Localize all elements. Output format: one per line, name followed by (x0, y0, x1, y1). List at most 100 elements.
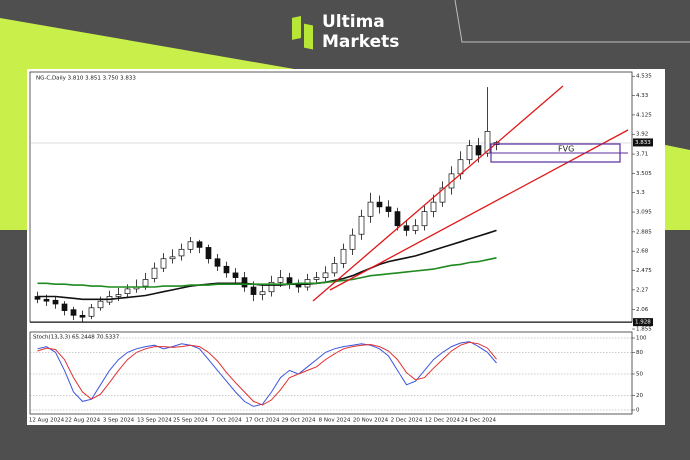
candle-body (61, 303, 68, 311)
candle-body (79, 314, 86, 318)
candle-body (313, 277, 320, 280)
candle-body (259, 291, 266, 295)
stoch-line (37, 341, 497, 406)
y-tick-label: 3.92 (636, 132, 648, 138)
candle-body (277, 277, 284, 283)
y-tick-label: 80 (636, 350, 643, 356)
candle-body (142, 279, 149, 287)
candle-body (169, 256, 176, 260)
candle-body (178, 248, 185, 257)
y-tick-label: 2.27 (636, 287, 649, 293)
candle-body (331, 263, 338, 274)
x-tick-label: 13 Sep 2024 (137, 418, 172, 424)
x-tick-label: 22 Aug 2024 (65, 418, 101, 424)
candle-body (403, 225, 410, 231)
y-tick-label: 4.125 (636, 112, 652, 118)
candle-body (241, 277, 248, 288)
candle-body (205, 247, 212, 260)
x-tick-label: 20 Nov 2024 (353, 418, 389, 424)
trendline (329, 129, 629, 291)
price-tag: 3.833 (635, 140, 651, 146)
x-tick-label: 2 Dec 2024 (391, 418, 423, 424)
y-tick-label: 3.3 (636, 190, 645, 196)
y-tick-label: 2.475 (636, 268, 652, 274)
candle-body (439, 187, 446, 203)
candle-body (385, 206, 392, 212)
candle-body (394, 211, 401, 227)
trendline (312, 85, 564, 302)
candle-body (349, 234, 356, 250)
candle-body (214, 258, 221, 267)
candle-body (340, 248, 347, 264)
price-tag-bg (633, 138, 653, 147)
candle-body (151, 267, 158, 279)
y-tick-label: 2.885 (636, 229, 652, 235)
candle-body (466, 145, 473, 161)
y-tick-label: 4.535 (636, 74, 652, 80)
x-tick-label: 12 Dec 2024 (425, 418, 461, 424)
candle-body (484, 131, 491, 154)
candle-body (367, 201, 374, 217)
moving-average (37, 257, 497, 288)
stoch-title: Stoch(13,3,3) 65.2448 70.5337 (33, 335, 120, 341)
candle-body (457, 159, 464, 175)
candle-body (448, 173, 455, 189)
candle-body (124, 288, 131, 294)
x-tick-label: 17 Oct 2024 (245, 418, 280, 424)
candle-body (358, 215, 365, 235)
brand-line1: Ultima (322, 12, 385, 32)
logo-mark (292, 16, 301, 40)
candle-body (43, 298, 50, 302)
candle-body (187, 241, 194, 250)
y-tick-label: 100 (636, 336, 647, 342)
logo: Ultima Markets (292, 12, 399, 52)
x-tick-label: 8 Nov 2024 (319, 418, 351, 424)
stoch-plot-frame (29, 331, 633, 415)
low-marker-bg (633, 318, 653, 327)
candle-body (421, 211, 428, 227)
candle-body (97, 300, 104, 309)
candle-body (430, 201, 437, 212)
y-tick-label: 4.33 (636, 93, 649, 99)
candle-body (268, 281, 275, 293)
candle-body (475, 145, 482, 156)
plot-layer (34, 87, 500, 407)
candle-body (196, 241, 203, 248)
fvg-label: FVG (558, 145, 574, 154)
x-tick-label: 29 Oct 2024 (281, 418, 316, 424)
candle-body (160, 258, 167, 269)
candle-body (286, 277, 293, 285)
x-tick-label: 12 Aug 2024 (29, 418, 65, 424)
candle-body (88, 307, 95, 317)
candle-body (70, 309, 77, 316)
y-tick-label: 3.71 (636, 152, 648, 158)
main-title: NG-C,Daily 3.810 3.851 3.750 3.833 (36, 76, 136, 82)
logo-mark (304, 23, 313, 50)
candle-body (223, 265, 230, 274)
candle-body (52, 299, 59, 305)
chart-panel (27, 69, 665, 425)
x-tick-label: 24 Dec 2024 (461, 418, 497, 424)
y-tick-label: 2.06 (636, 307, 649, 313)
candle-body (322, 272, 329, 278)
candle-body (250, 286, 257, 295)
y-tick-label: 20 (636, 393, 643, 399)
candle-body (115, 294, 122, 297)
stoch-line (37, 341, 497, 407)
y-tick-label: 0 (636, 408, 640, 414)
brand-line2: Markets (322, 32, 399, 52)
deco-line (454, 0, 690, 43)
candle-body (376, 201, 383, 208)
candle-body (412, 225, 419, 231)
y-tick-label: 3.505 (636, 171, 652, 177)
y-tick-label: 3.095 (636, 210, 652, 216)
x-tick-label: 3 Sep 2024 (103, 418, 135, 424)
moving-average (37, 229, 497, 301)
candle-body (232, 272, 239, 278)
y-tick-label: 50 (636, 372, 643, 378)
y-tick-label: 2.68 (636, 249, 649, 255)
y-tick-label: 1.855 (636, 327, 652, 333)
x-tick-label: 7 Oct 2024 (211, 418, 242, 424)
